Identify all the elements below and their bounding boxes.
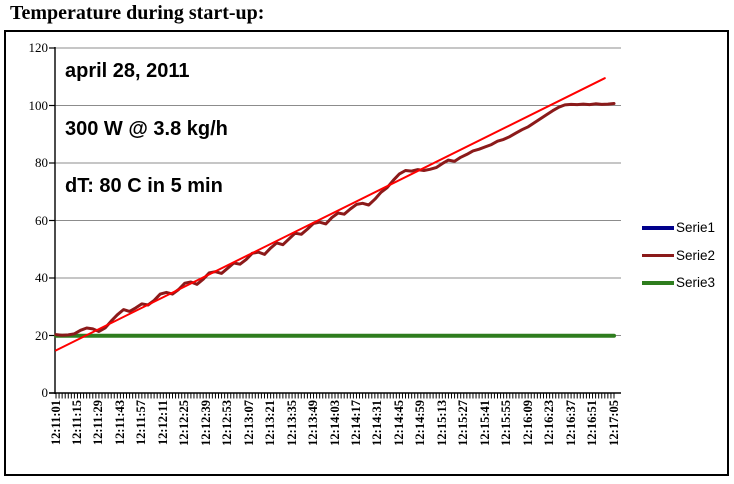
x-tick-label: 12:11:43 <box>112 400 127 446</box>
legend-line-icon <box>642 281 674 285</box>
legend-label: Serie2 <box>676 247 716 263</box>
y-tick-label-120: 120 <box>28 40 49 55</box>
x-tick-label: 12:13:21 <box>263 400 278 446</box>
x-tick-label: 12:14:45 <box>391 400 406 446</box>
x-tick-label: 12:11:01 <box>48 400 63 446</box>
x-tick-label: 12:15:13 <box>434 400 449 446</box>
x-tick-label: 12:13:07 <box>241 400 256 446</box>
legend: Serie1 Serie2 Serie3 <box>642 214 715 297</box>
legend-item-serie2: Serie2 <box>642 242 715 270</box>
x-tick-label: 12:14:59 <box>413 400 428 446</box>
annotation-1: april 28, 2011 <box>65 60 190 82</box>
y-tick-label-0: 0 <box>41 385 49 400</box>
legend-label: Serie1 <box>676 220 716 236</box>
x-tick-label: 12:12:39 <box>198 400 213 446</box>
y-tick-label-40: 40 <box>35 270 48 285</box>
x-tick-label: 12:15:55 <box>499 400 514 446</box>
x-tick-label: 12:16:23 <box>542 400 557 446</box>
x-tick-label: 12:13:49 <box>306 400 321 446</box>
annotation-3: dT: 80 C in 5 min <box>65 175 223 197</box>
legend-item-serie3: Serie3 <box>642 269 715 297</box>
y-tick-label-20: 20 <box>35 327 48 343</box>
x-tick-label: 12:14:31 <box>370 400 385 446</box>
plot-area <box>49 47 621 399</box>
legend-label: Serie3 <box>676 275 716 291</box>
x-tick-label: 12:11:29 <box>91 400 106 446</box>
serie2-trendline-line <box>55 77 606 352</box>
x-tick-label: 12:14:03 <box>327 400 342 446</box>
legend-line-icon <box>642 253 674 257</box>
x-tick-label: 12:12:11 <box>155 400 170 446</box>
x-tick-label: 12:15:27 <box>456 400 471 446</box>
y-tick-label-80: 80 <box>35 155 48 170</box>
x-tick-label: 12:11:15 <box>69 400 84 446</box>
chart-frame: 0 20 40 60 80 100 120 12:11:01 12:11:15 12:11:29… <box>4 30 729 476</box>
legend-line-icon <box>642 226 674 230</box>
x-tick-label: 12:13:35 <box>284 400 299 446</box>
x-tick-label: 12:16:37 <box>563 400 578 446</box>
x-tick-label: 12:16:09 <box>520 400 535 446</box>
x-tick-label: 12:16:51 <box>585 400 600 446</box>
x-tick-label: 12:12:53 <box>220 400 235 446</box>
x-tick-label: 12:12:25 <box>177 400 192 446</box>
x-tick-label: 12:17:05 <box>606 400 621 446</box>
legend-item-serie1: Serie1 <box>642 214 715 242</box>
x-tick-label: 12:11:57 <box>134 400 149 446</box>
y-tick-label-60: 60 <box>35 212 48 228</box>
x-tick-label: 12:14:17 <box>348 400 363 446</box>
annotation-2: 300 W @ 3.8 kg/h <box>65 118 228 140</box>
y-tick-label-100: 100 <box>28 97 49 113</box>
page-title: Temperature during start-up: <box>10 2 265 24</box>
x-tick-label: 12:15:41 <box>477 400 492 446</box>
